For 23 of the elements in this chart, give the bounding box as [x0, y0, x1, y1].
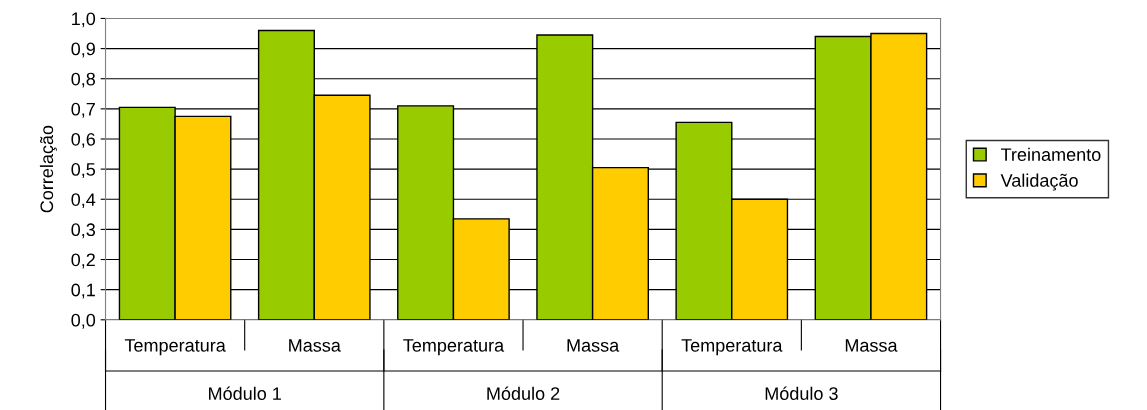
x-tick-label: Massa [845, 339, 898, 352]
x-tick-label: Massa [567, 339, 620, 352]
y-tick-label: 0,0 [71, 313, 96, 329]
y-tick-label: 0,6 [71, 132, 96, 148]
y-tick-label: 0,4 [71, 193, 96, 209]
text: Módulo 2 [487, 386, 560, 400]
x-tick-label: Temperatura [403, 339, 505, 356]
y-tick-label: 0,9 [71, 42, 95, 58]
x-tick-label: Temperatura [124, 339, 226, 356]
text: Módulo 3 [765, 386, 838, 400]
y-tick-label: 1,0 [72, 12, 96, 28]
text: Módulo 1 [209, 386, 281, 400]
legend-label: Treinamento [1000, 147, 1101, 161]
y-tick-label: 0,1 [71, 283, 95, 299]
y-tick-label: 0,7 [71, 102, 95, 118]
legend-label: Validação [1000, 173, 1078, 191]
x-tick-label: Massa [289, 339, 341, 352]
y-tick-label: 0,5 [71, 163, 96, 178]
x-tick-label: Temperatura [681, 339, 783, 356]
y-tick-label: 0,3 [71, 223, 96, 239]
y-tick-label: 0,2 [71, 253, 95, 269]
y-tick-label: 0,8 [71, 72, 96, 88]
y-axis-title: Correlação [39, 125, 57, 213]
